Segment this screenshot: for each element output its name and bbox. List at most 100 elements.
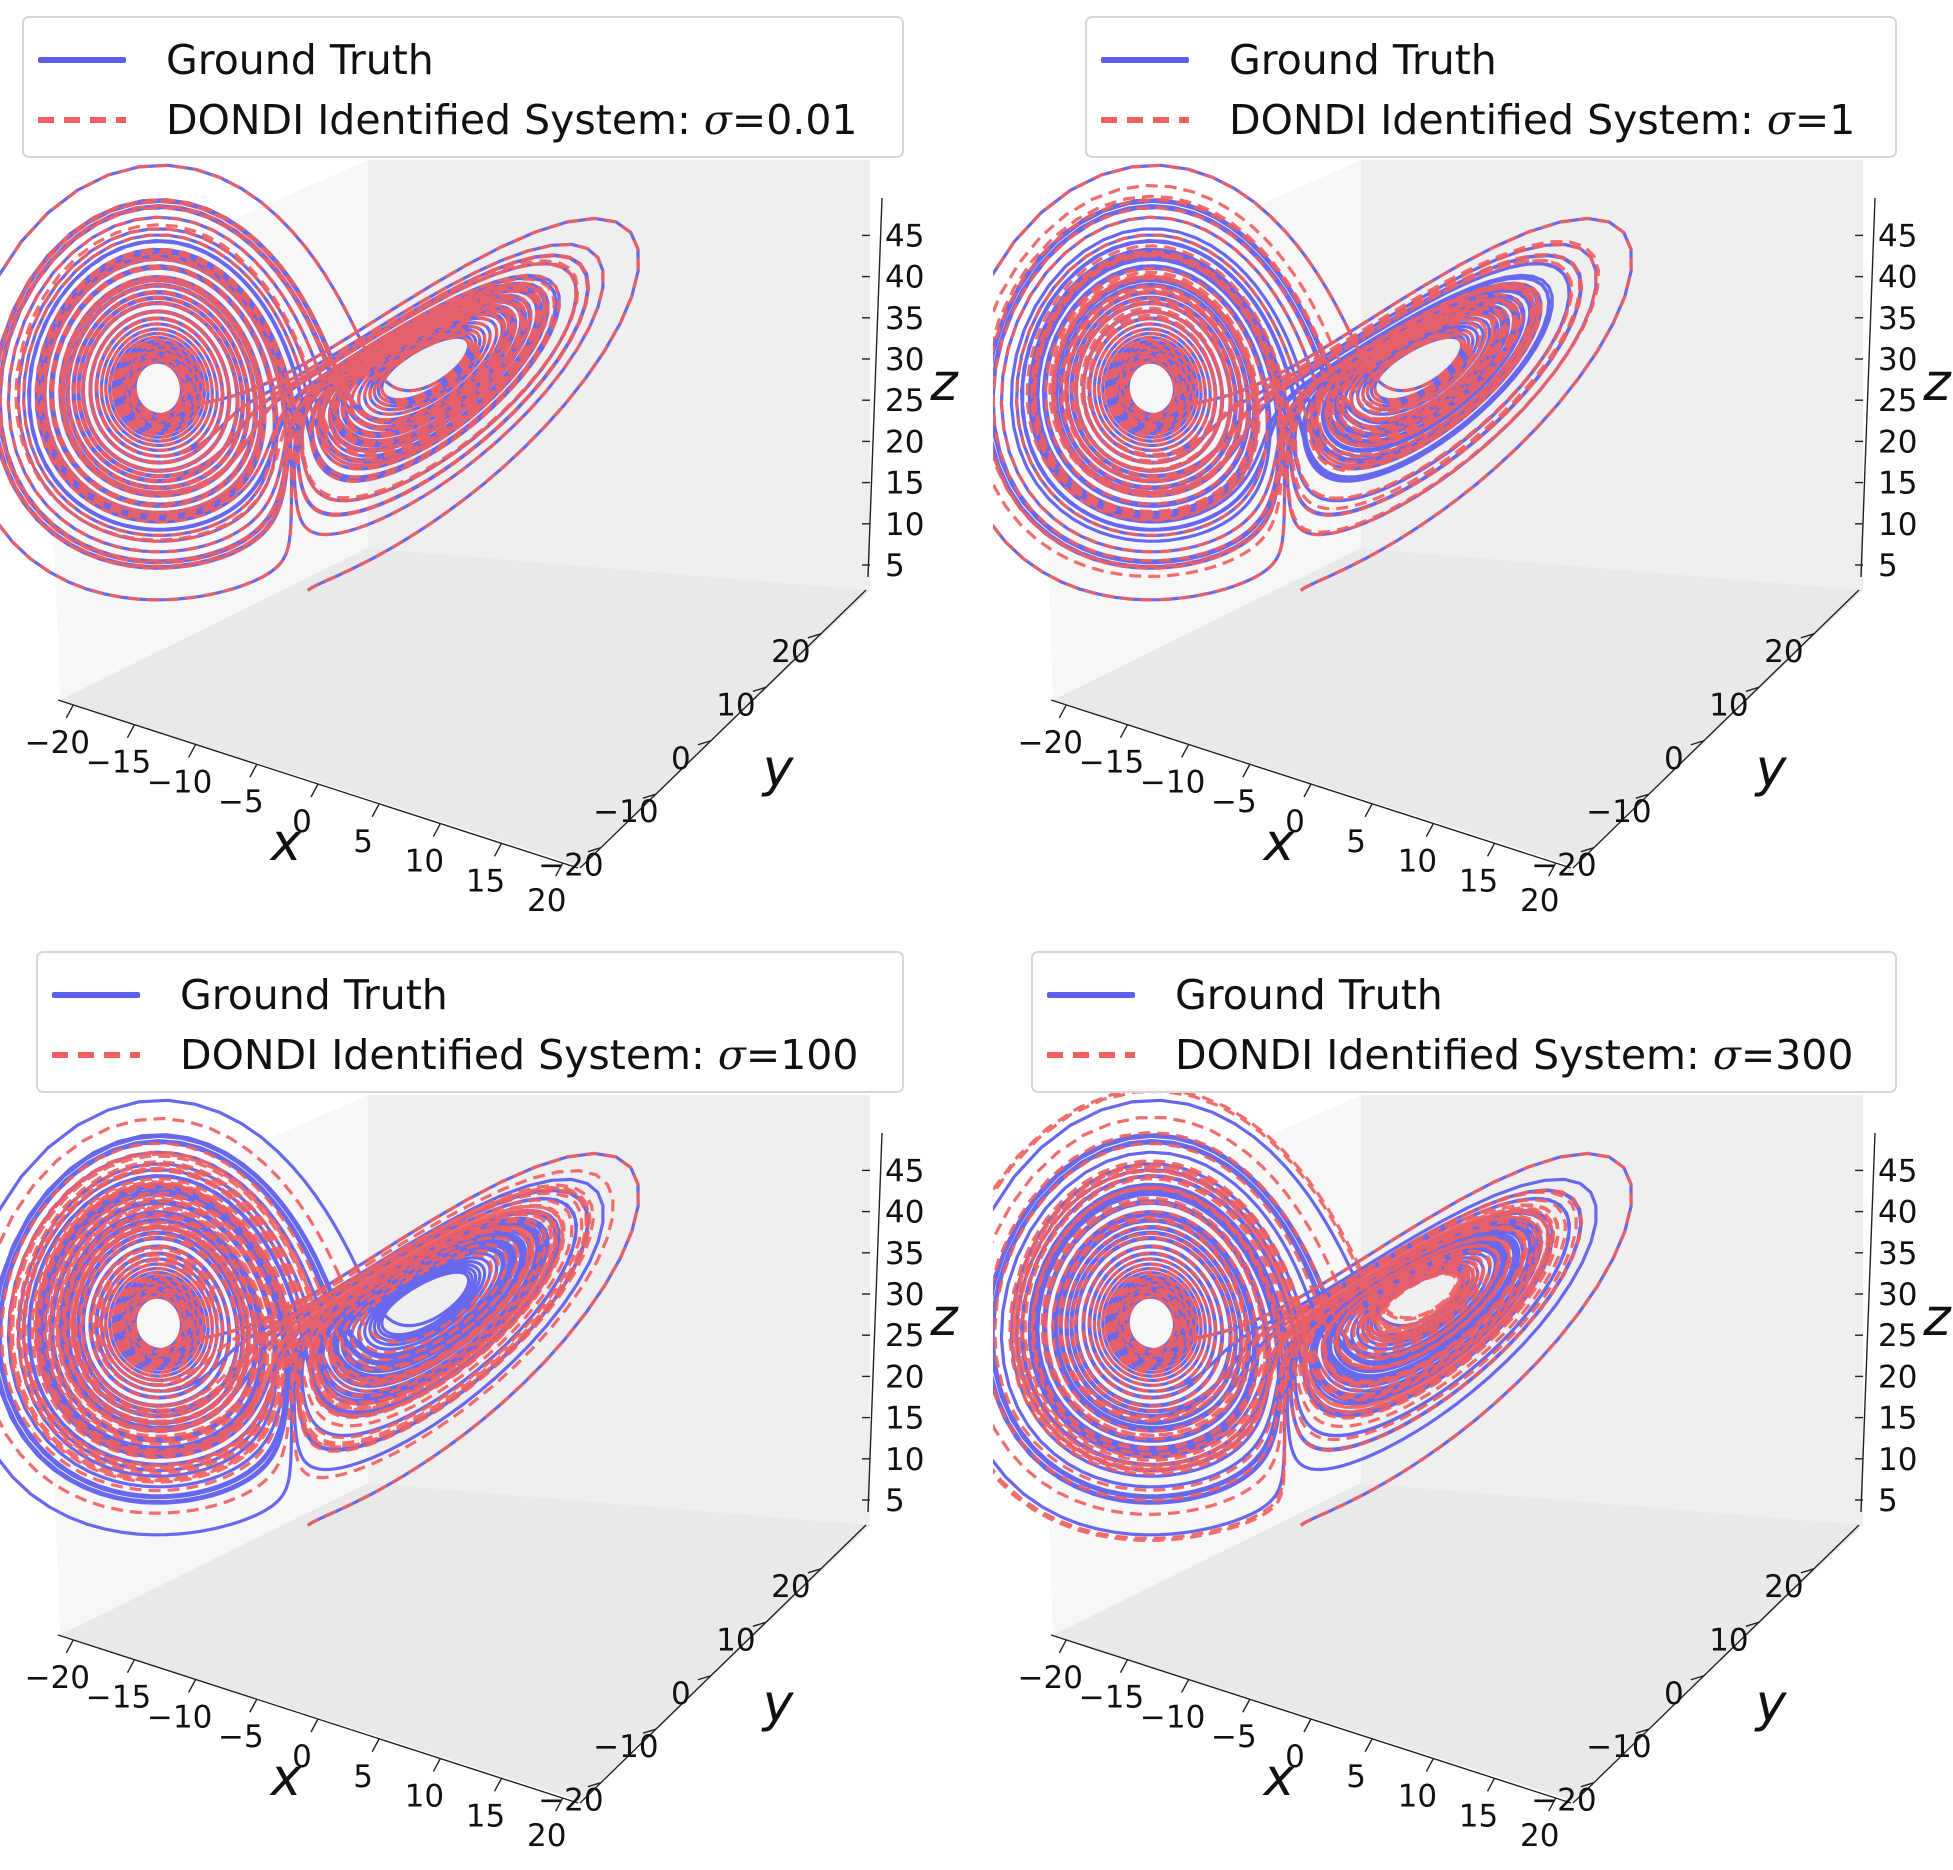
y-tick-mark bbox=[642, 1728, 657, 1734]
dashed-line-swatch bbox=[1047, 1052, 1135, 1058]
x-tick-label: 5 bbox=[1346, 824, 1366, 860]
x-tick-mark bbox=[432, 1758, 441, 1772]
solid-line-swatch bbox=[52, 992, 140, 998]
legend-label-identified: DONDI Identified System: σ=300 bbox=[1175, 1031, 1854, 1079]
x-tick-label: 10 bbox=[405, 1779, 444, 1815]
x-tick-mark bbox=[432, 823, 441, 837]
y-tick-label: −10 bbox=[593, 794, 658, 830]
x-tick-mark bbox=[493, 1777, 503, 1792]
x-tick-mark bbox=[310, 783, 319, 798]
z-tick-label: 25 bbox=[1878, 383, 1917, 419]
y-axis-line bbox=[579, 589, 867, 869]
z-axis-label: z bbox=[929, 1288, 959, 1348]
x-tick-label: 20 bbox=[527, 1818, 566, 1854]
x-tick-label: −15 bbox=[86, 745, 151, 781]
x-tick-label: −10 bbox=[1140, 764, 1205, 800]
legend-entry-identified: DONDI Identified System: σ=100 bbox=[52, 1027, 858, 1083]
y-axis-line bbox=[1572, 1524, 1860, 1804]
y-tick-mark bbox=[587, 847, 602, 853]
y-tick-label: 10 bbox=[1709, 687, 1748, 723]
x-tick-label: −10 bbox=[147, 764, 212, 800]
z-tick-label: 5 bbox=[1878, 548, 1898, 584]
dashed-line-swatch bbox=[1101, 117, 1189, 123]
z-tick-label: 30 bbox=[885, 1277, 924, 1313]
x-tick-mark bbox=[1425, 823, 1434, 837]
z-axis-line bbox=[1860, 1132, 1876, 1513]
y-tick-label: −10 bbox=[1586, 1729, 1651, 1765]
x-tick-mark bbox=[1425, 1758, 1434, 1772]
x-tick-mark bbox=[1242, 763, 1251, 778]
x-axis-label: x bbox=[269, 813, 303, 873]
y-tick-label: 10 bbox=[1709, 1622, 1748, 1658]
x-tick-label: 20 bbox=[1520, 1818, 1559, 1854]
x-tick-label: −5 bbox=[1211, 784, 1257, 820]
x-tick-label: −20 bbox=[25, 1660, 90, 1696]
z-tick-label: 40 bbox=[1878, 1195, 1917, 1231]
x-tick-mark bbox=[126, 1659, 136, 1674]
legend-entry-ground-truth: Ground Truth bbox=[1101, 32, 1497, 88]
floor-pane bbox=[60, 1483, 870, 1801]
x-tick-mark bbox=[1548, 862, 1557, 877]
x-tick-label: 15 bbox=[1459, 863, 1498, 899]
y-tick-label: 20 bbox=[1764, 1569, 1803, 1605]
y-tick-mark bbox=[1800, 633, 1815, 639]
x-tick-label: −20 bbox=[1018, 725, 1083, 761]
y-axis-line bbox=[1572, 589, 1860, 869]
legend-label-ground-truth: Ground Truth bbox=[166, 36, 434, 84]
x-tick-mark bbox=[371, 1738, 380, 1753]
x-tick-label: 0 bbox=[292, 1739, 312, 1775]
x-tick-mark bbox=[310, 1718, 319, 1733]
legend-1: Ground Truth DONDI Identified System: σ=… bbox=[22, 16, 904, 158]
z-tick-label: 45 bbox=[1878, 1153, 1917, 1189]
y-tick-label: −20 bbox=[538, 1783, 603, 1819]
x-tick-mark bbox=[1181, 744, 1190, 758]
x-tick-label: −15 bbox=[1079, 1680, 1144, 1716]
back-right-pane bbox=[368, 160, 870, 590]
x-tick-mark bbox=[1548, 1797, 1557, 1812]
legend-entry-identified: DONDI Identified System: σ=0.01 bbox=[38, 92, 858, 148]
z-tick-label: 20 bbox=[1878, 1359, 1917, 1395]
z-tick-label: 20 bbox=[1878, 424, 1917, 460]
x-tick-label: −5 bbox=[1211, 1719, 1257, 1755]
y-tick-mark bbox=[1580, 1782, 1595, 1788]
identified-system-line bbox=[993, 1087, 1633, 1543]
x-tick-mark bbox=[371, 803, 380, 818]
y-tick-label: −20 bbox=[538, 848, 603, 884]
floor-pane bbox=[1053, 548, 1863, 866]
y-tick-label: 20 bbox=[1764, 634, 1803, 670]
y-tick-label: 20 bbox=[771, 634, 810, 670]
y-axis-label: y bbox=[761, 739, 795, 799]
x-tick-mark bbox=[1181, 1679, 1190, 1693]
x-tick-label: −15 bbox=[1079, 745, 1144, 781]
y-tick-mark bbox=[1800, 1568, 1815, 1574]
y-axis-label: y bbox=[761, 1674, 795, 1734]
solid-line-swatch bbox=[1047, 992, 1135, 998]
x-tick-mark bbox=[249, 1698, 258, 1713]
x-tick-label: −15 bbox=[86, 1680, 151, 1716]
legend-entry-ground-truth: Ground Truth bbox=[1047, 967, 1443, 1023]
y-tick-mark bbox=[1690, 1675, 1705, 1681]
z-tick-label: 25 bbox=[885, 1318, 924, 1354]
z-tick-label: 40 bbox=[885, 1195, 924, 1231]
y-tick-label: −10 bbox=[593, 1729, 658, 1765]
legend-3: Ground Truth DONDI Identified System: σ=… bbox=[36, 951, 904, 1093]
z-tick-label: 10 bbox=[1878, 1442, 1917, 1478]
y-tick-label: 20 bbox=[771, 1569, 810, 1605]
z-tick-label: 45 bbox=[885, 1153, 924, 1189]
x-tick-label: 5 bbox=[1346, 1759, 1366, 1795]
x-tick-label: 20 bbox=[527, 883, 566, 919]
x-tick-mark bbox=[1486, 1777, 1496, 1792]
z-tick-label: 5 bbox=[885, 548, 905, 584]
identified-system-line bbox=[0, 163, 640, 602]
legend-label-ground-truth: Ground Truth bbox=[1175, 971, 1443, 1019]
legend-entry-ground-truth: Ground Truth bbox=[38, 32, 434, 88]
dashed-line-swatch bbox=[52, 1052, 140, 1058]
floor-pane bbox=[1053, 1483, 1863, 1801]
x-axis-label: x bbox=[1262, 813, 1296, 873]
x-tick-mark bbox=[65, 704, 74, 719]
x-tick-label: 20 bbox=[1520, 883, 1559, 919]
y-tick-mark bbox=[697, 1675, 712, 1681]
z-tick-label: 25 bbox=[1878, 1318, 1917, 1354]
